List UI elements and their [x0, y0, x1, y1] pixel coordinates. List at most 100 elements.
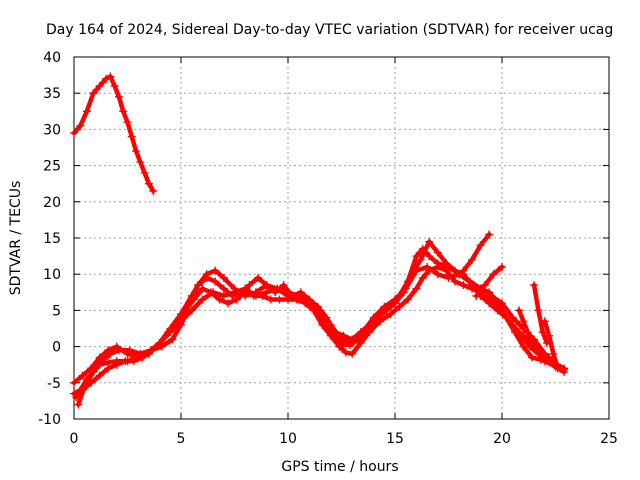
y-tick-label: 35	[43, 86, 61, 102]
data-point	[515, 306, 524, 315]
data-point	[95, 353, 104, 362]
data-point	[523, 328, 532, 337]
data-point	[348, 349, 357, 358]
data-point	[230, 288, 239, 297]
data-point	[348, 338, 357, 347]
series-spike-19	[459, 230, 494, 275]
x-axis-label: GPS time / hours	[281, 459, 398, 475]
data-point	[519, 317, 528, 326]
data-point	[485, 230, 494, 239]
data-series	[70, 72, 569, 409]
axis-ticks: 0 5 10 15 20 25 -10 -5 0 5 10 15 20 25 30 35 40	[38, 50, 618, 447]
data-point	[104, 364, 113, 373]
data-point	[380, 302, 389, 311]
data-point	[395, 302, 404, 311]
data-point	[527, 338, 536, 347]
data-point	[273, 284, 282, 293]
data-point	[95, 371, 104, 380]
data-point	[487, 291, 496, 300]
data-point	[538, 328, 547, 337]
data-point	[245, 281, 254, 290]
y-tick-label: 40	[43, 50, 61, 66]
data-point	[219, 291, 228, 300]
data-point	[326, 331, 335, 340]
data-point	[337, 335, 346, 344]
x-tick-label: 25	[600, 431, 618, 447]
data-point	[112, 360, 121, 369]
data-point	[211, 277, 220, 286]
y-tick-label: 10	[43, 267, 61, 283]
data-point	[262, 281, 271, 290]
series-line	[542, 319, 560, 371]
data-point	[465, 277, 474, 286]
data-point	[232, 295, 241, 304]
data-point	[134, 353, 143, 362]
data-point	[545, 331, 554, 340]
data-point	[198, 295, 207, 304]
data-point	[498, 299, 506, 308]
data-point	[149, 186, 158, 195]
data-point	[284, 295, 292, 304]
series-line	[474, 264, 505, 299]
data-point	[316, 306, 325, 315]
data-point	[510, 324, 519, 333]
data-point	[87, 364, 96, 373]
data-point	[254, 273, 263, 282]
data-point	[305, 295, 314, 304]
data-point	[262, 288, 271, 297]
data-point	[211, 266, 220, 275]
y-tick-label: 0	[52, 340, 61, 356]
data-point	[144, 349, 153, 358]
data-point	[549, 349, 558, 358]
data-point	[76, 121, 85, 130]
data-point	[498, 262, 506, 271]
data-point	[450, 277, 459, 286]
data-point	[127, 132, 136, 141]
data-point	[444, 273, 453, 282]
data-point	[489, 270, 498, 279]
data-point	[275, 295, 284, 304]
data-point	[519, 331, 528, 340]
data-point	[386, 310, 395, 319]
data-point	[425, 237, 434, 246]
data-point	[294, 291, 303, 300]
chart-title: Day 164 of 2024, Sidereal Day-to-day VTE…	[46, 22, 613, 38]
data-point	[318, 320, 327, 329]
data-point	[110, 81, 119, 90]
data-point	[534, 306, 543, 315]
data-point	[215, 295, 224, 304]
y-tick-label: 20	[43, 195, 61, 211]
data-point	[224, 299, 233, 308]
data-point	[425, 252, 434, 261]
data-point	[132, 147, 141, 156]
y-tick-label: -5	[47, 376, 61, 392]
data-point	[476, 241, 485, 250]
data-point	[412, 252, 421, 261]
data-point	[241, 284, 250, 293]
data-point	[423, 262, 432, 271]
data-point	[129, 357, 138, 366]
data-point	[401, 284, 410, 293]
y-tick-label: 15	[43, 231, 61, 247]
data-point	[536, 349, 545, 358]
data-point	[194, 281, 203, 290]
series-line	[73, 264, 567, 400]
data-point	[123, 349, 132, 358]
data-point	[485, 299, 494, 308]
data-point	[530, 281, 539, 290]
data-point	[472, 291, 481, 300]
data-point	[106, 72, 115, 81]
data-point	[168, 335, 177, 344]
data-point	[450, 266, 459, 275]
y-axis-label: SDTVAR / TECUs	[8, 181, 24, 296]
data-point	[74, 400, 83, 409]
y-tick-label: 5	[52, 303, 61, 319]
data-point	[155, 338, 164, 347]
data-point	[144, 179, 153, 188]
data-point	[412, 284, 421, 293]
data-point	[416, 255, 425, 264]
data-point	[119, 107, 128, 116]
data-point	[540, 317, 549, 326]
data-point	[70, 129, 78, 138]
